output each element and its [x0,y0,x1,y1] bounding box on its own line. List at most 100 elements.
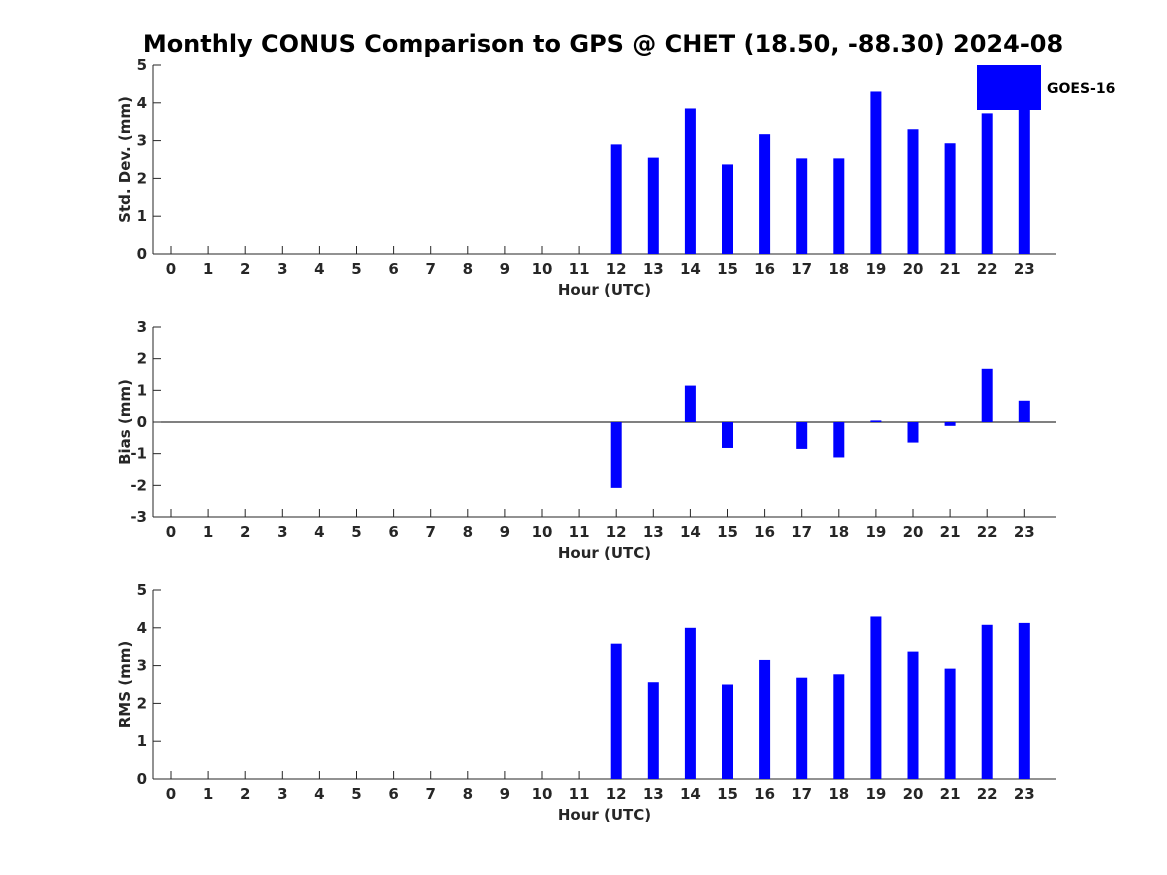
bar-hour-16 [759,659,771,779]
x-tick-label: 18 [828,260,849,278]
bar-hour-22 [981,113,993,254]
x-tick-label: 6 [388,260,398,278]
bar-hour-17 [796,422,808,449]
x-tick-label: 18 [828,785,849,803]
x-tick-label: 5 [351,260,361,278]
bar-hour-23 [1018,400,1030,422]
x-axis-label: Hour (UTC) [558,806,651,824]
y-tick-label: 2 [137,350,147,368]
x-tick-label: 7 [425,260,435,278]
bar-hour-21 [944,143,956,254]
x-tick-label: 14 [680,785,701,803]
legend: GOES-16 [977,65,1115,110]
x-tick-label: 6 [388,785,398,803]
bar-hour-17 [796,677,808,779]
x-tick-label: 19 [865,523,886,541]
x-tick-label: 22 [977,260,998,278]
bar-hour-12 [610,422,622,488]
x-tick-label: 2 [240,523,250,541]
bar-hour-14 [684,627,696,779]
x-tick-label: 9 [500,785,510,803]
x-tick-label: 5 [351,785,361,803]
bar-hour-15 [722,422,733,448]
x-tick-label: 16 [754,260,775,278]
y-tick-label: 1 [137,207,147,225]
y-tick-label: 4 [137,619,147,637]
x-tick-label: 2 [240,260,250,278]
x-tick-label: 22 [977,785,998,803]
y-tick-label: 3 [137,657,147,675]
bar-hour-23 [1018,108,1030,254]
bar-hour-20 [907,129,919,254]
legend-label-goes-16: GOES-16 [1047,81,1115,97]
bar-hour-21 [944,668,956,779]
bar-hour-14 [684,108,696,254]
x-tick-label: 14 [680,523,701,541]
x-tick-label: 15 [717,260,738,278]
y-tick-label: 1 [137,381,147,399]
y-tick-label: 5 [137,56,147,74]
x-tick-label: 5 [351,523,361,541]
x-tick-label: 10 [532,260,553,278]
x-tick-label: 11 [569,785,590,803]
y-axis-label: Bias (mm) [116,379,134,465]
x-tick-label: 2 [240,785,250,803]
bar-hour-18 [833,674,845,779]
x-tick-label: 3 [277,523,287,541]
y-axis-label: RMS (mm) [116,641,134,728]
x-tick-label: 15 [717,523,738,541]
x-tick-label: 9 [500,260,510,278]
y-tick-label: 1 [137,732,147,750]
x-tick-label: 10 [532,523,553,541]
y-tick-label: -2 [130,476,147,494]
x-tick-label: 15 [717,785,738,803]
x-tick-label: 16 [754,523,775,541]
y-tick-label: 0 [137,413,147,431]
x-tick-label: 21 [940,260,961,278]
x-tick-label: 13 [643,523,664,541]
x-tick-label: 13 [643,260,664,278]
y-tick-label: 0 [137,770,147,788]
x-tick-label: 1 [203,785,213,803]
bar-hour-19 [870,616,882,779]
bar-hour-18 [833,422,845,458]
y-tick-label: -3 [130,508,147,526]
x-tick-label: 4 [314,785,324,803]
y-tick-label: 5 [137,581,147,599]
bar-hour-20 [907,651,919,779]
bar-hour-12 [610,144,622,254]
legend-swatch-goes-16 [977,65,1041,110]
x-tick-label: 8 [463,785,473,803]
y-tick-label: 3 [137,318,147,336]
x-tick-label: 19 [865,260,886,278]
x-tick-label: 6 [388,523,398,541]
x-tick-label: 12 [606,523,627,541]
x-tick-label: 1 [203,523,213,541]
y-tick-label: 3 [137,132,147,150]
x-tick-label: 12 [606,785,627,803]
bar-hour-19 [870,420,882,422]
x-tick-label: 3 [277,785,287,803]
x-axis-label: Hour (UTC) [558,544,651,562]
x-tick-label: 9 [500,523,510,541]
bar-hour-22 [981,624,993,779]
y-tick-label: 0 [137,245,147,263]
x-tick-label: 18 [828,523,849,541]
bar-hour-21 [944,422,956,426]
x-tick-label: 20 [903,260,924,278]
x-tick-label: 19 [865,785,886,803]
bar-hour-18 [833,158,845,254]
x-tick-label: 16 [754,785,775,803]
x-tick-label: 11 [569,260,590,278]
x-tick-label: 13 [643,785,664,803]
bar-hour-14 [684,385,696,422]
x-tick-label: 0 [166,260,176,278]
x-tick-label: 3 [277,260,287,278]
x-tick-label: 23 [1014,260,1035,278]
x-tick-label: 0 [166,785,176,803]
